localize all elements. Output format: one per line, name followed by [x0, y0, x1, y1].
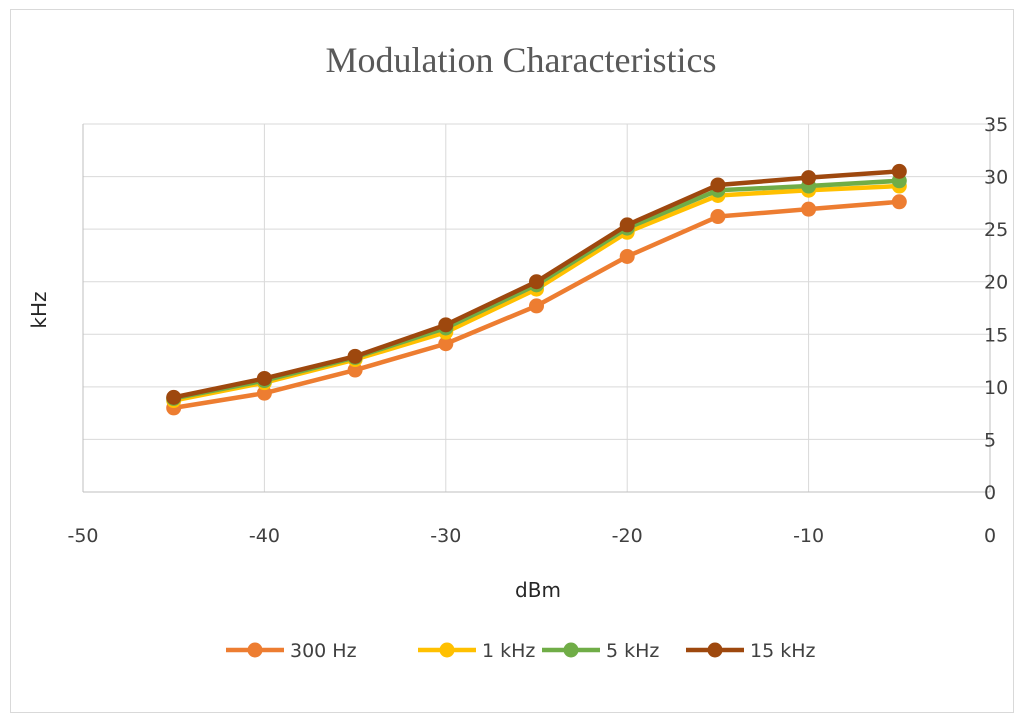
legend-item-1: 1 kHz [418, 640, 535, 662]
legend-label: 1 kHz [482, 640, 535, 662]
data-point [166, 389, 182, 405]
legend-marker [563, 642, 579, 658]
x-axis-title: dBm [515, 578, 561, 602]
x-tick-label: -40 [249, 525, 280, 547]
y-tick-label: 5 [984, 429, 996, 451]
legend-label: 15 kHz [750, 640, 816, 662]
x-tick-label: -50 [67, 525, 98, 547]
y-tick-label: 15 [984, 324, 1008, 346]
legend-label: 5 kHz [606, 640, 659, 662]
y-tick-label: 35 [984, 114, 1008, 136]
data-point [619, 248, 635, 264]
y-tick-label: 20 [984, 272, 1008, 294]
x-tick-label: -30 [430, 525, 461, 547]
data-point [529, 274, 544, 290]
data-point [710, 209, 726, 225]
data-point [256, 370, 272, 386]
y-tick-label: 30 [984, 167, 1008, 189]
x-tick-label: -20 [612, 525, 643, 547]
legend-label: 300 Hz [290, 640, 357, 662]
y-tick-label: 10 [984, 377, 1008, 399]
legend-item-0: 300 Hz [226, 640, 357, 662]
data-point [891, 163, 907, 179]
series-0 [166, 194, 907, 416]
data-point [347, 348, 363, 364]
data-point [529, 298, 544, 314]
y-tick-labels: 0 5 10 15 20 25 30 35 [984, 114, 1008, 504]
data-point [801, 201, 817, 217]
y-axis-title: kHz [27, 291, 51, 328]
x-tick-labels: -50 -40 -30 -20 -10 0 [67, 525, 996, 547]
series-3 [166, 163, 907, 405]
data-point [710, 177, 726, 193]
x-tick-label: 0 [984, 525, 996, 547]
legend-marker [247, 642, 263, 658]
series-group [166, 163, 907, 416]
x-tick-label: -10 [793, 525, 824, 547]
legend-marker [439, 642, 455, 658]
data-point [891, 194, 907, 210]
y-tick-label: 25 [984, 219, 1008, 241]
legend: 300 Hz 1 kHz 5 kHz 15 kHz [226, 640, 816, 662]
legend-marker [707, 642, 723, 658]
chart-frame [10, 9, 1014, 713]
chart-title: Modulation Characteristics [326, 40, 717, 80]
legend-item-2: 5 kHz [542, 640, 659, 662]
y-tick-label: 0 [984, 482, 996, 504]
data-point [801, 170, 817, 186]
data-point [438, 317, 454, 333]
axes [82, 124, 991, 493]
data-point [347, 362, 363, 378]
data-point [619, 217, 635, 233]
data-point [256, 385, 272, 401]
legend-item-3: 15 kHz [686, 640, 816, 662]
data-point [438, 336, 454, 352]
